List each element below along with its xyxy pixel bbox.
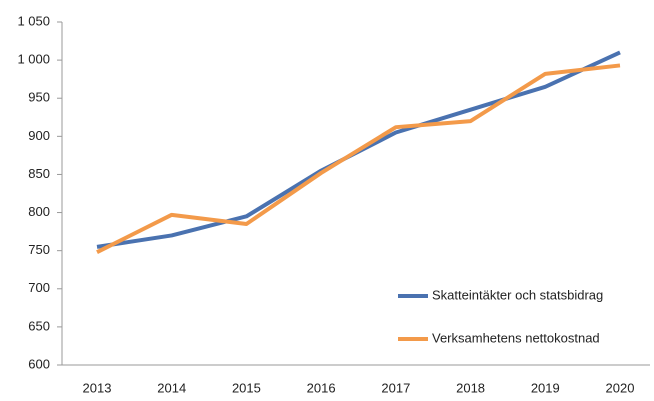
series-line xyxy=(96,63,621,254)
legend-label: Skatteintäkter och statsbidrag xyxy=(432,287,603,302)
y-tick-label: 600 xyxy=(28,356,50,371)
y-tick-label: 1 000 xyxy=(17,52,50,67)
x-tick-label: 2018 xyxy=(456,380,485,395)
y-tick-label: 950 xyxy=(28,90,50,105)
y-tick-label: 850 xyxy=(28,166,50,181)
x-tick-label: 2014 xyxy=(157,380,186,395)
y-tick-label: 800 xyxy=(28,204,50,219)
x-tick-label: 2020 xyxy=(606,380,635,395)
x-tick-label: 2019 xyxy=(531,380,560,395)
y-tick-label: 650 xyxy=(28,318,50,333)
y-tick-label: 700 xyxy=(28,280,50,295)
legend-label: Verksamhetens nettokostnad xyxy=(432,330,600,345)
y-tick-label: 750 xyxy=(28,242,50,257)
x-tick-label: 2016 xyxy=(307,380,336,395)
x-tick-label: 2015 xyxy=(232,380,261,395)
x-tick-label: 2013 xyxy=(83,380,112,395)
x-tick-label: 2017 xyxy=(381,380,410,395)
y-tick-label: 1 050 xyxy=(17,13,50,28)
y-tick-label: 900 xyxy=(28,128,50,143)
